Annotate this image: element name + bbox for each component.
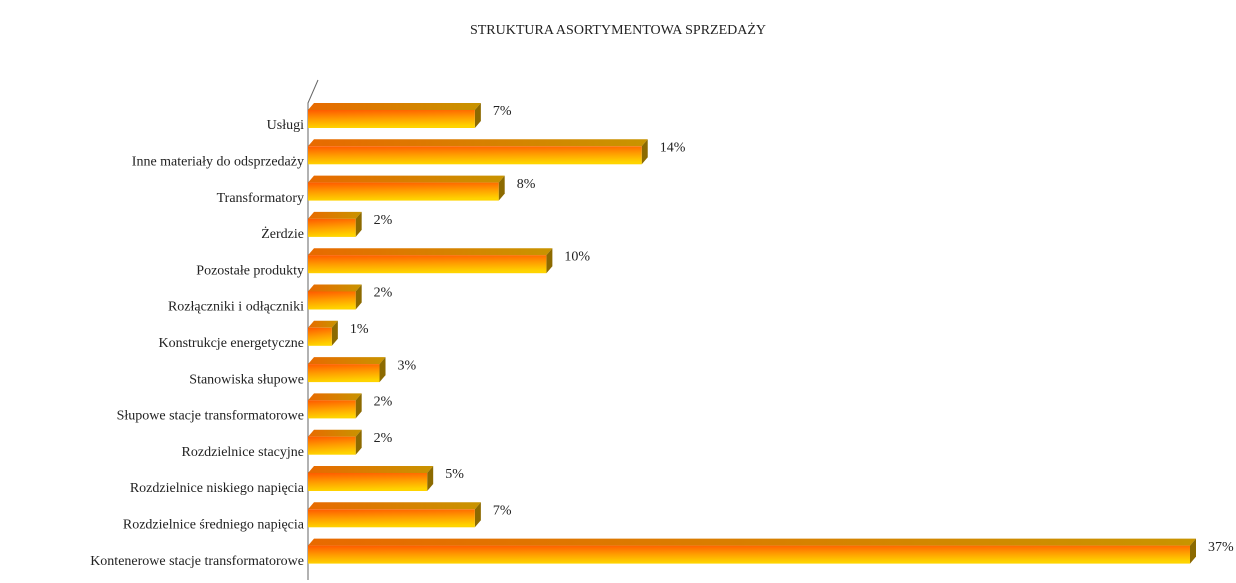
bar-top bbox=[308, 538, 1196, 546]
y-tick-label: Konstrukcje energetyczne bbox=[158, 336, 304, 351]
value-label: 14% bbox=[660, 141, 686, 156]
value-label: 1% bbox=[350, 322, 369, 337]
bar bbox=[308, 473, 428, 491]
bar-top bbox=[308, 211, 362, 219]
bar-top bbox=[308, 103, 481, 110]
y-tick-label: Kontenerowe stacje transformatorowe bbox=[90, 554, 304, 569]
chart-title: STRUKTURA ASORTYMENTOWA SPRZEDAŻY bbox=[470, 22, 766, 38]
bar bbox=[308, 182, 499, 201]
bar-top bbox=[308, 466, 434, 473]
bar-top bbox=[308, 175, 505, 183]
value-label: 2% bbox=[374, 395, 393, 410]
bar-top bbox=[308, 429, 362, 437]
bar-top bbox=[308, 357, 386, 365]
y-tick-label: Słupowe stacje transformatorowe bbox=[117, 409, 304, 424]
bar-side bbox=[641, 139, 648, 165]
bar-side bbox=[355, 393, 362, 419]
y-tick-label: Usługi bbox=[267, 118, 304, 133]
value-label: 3% bbox=[398, 358, 417, 373]
bar bbox=[308, 436, 356, 455]
y-tick-label: Rozłączniki i odłączniki bbox=[168, 300, 304, 315]
bar bbox=[308, 291, 356, 310]
bar-side bbox=[355, 211, 362, 237]
bar bbox=[308, 400, 356, 419]
value-label: 2% bbox=[374, 286, 393, 301]
bar bbox=[308, 327, 332, 346]
bar bbox=[308, 255, 547, 274]
y-tick-label: Rozdzielnice stacyjne bbox=[182, 445, 304, 460]
bar-top bbox=[308, 320, 338, 328]
bar bbox=[308, 218, 356, 237]
bar bbox=[308, 364, 380, 383]
value-label: 8% bbox=[517, 177, 536, 192]
bar-side bbox=[427, 466, 434, 491]
value-label: 2% bbox=[374, 213, 393, 228]
bar bbox=[308, 146, 642, 165]
y-tick-label: Pozostałe produkty bbox=[196, 263, 304, 278]
bar-side bbox=[331, 320, 338, 346]
bar-side bbox=[474, 502, 481, 528]
value-label: 5% bbox=[445, 467, 464, 482]
bar-side bbox=[355, 284, 362, 310]
value-label: 7% bbox=[493, 504, 512, 519]
bar-side bbox=[474, 103, 481, 128]
bar-top bbox=[308, 393, 362, 401]
bar-top bbox=[308, 284, 362, 292]
y-tick-label: Inne materiały do odsprzedaży bbox=[132, 155, 304, 170]
bar-side bbox=[355, 429, 362, 455]
value-label: 10% bbox=[564, 249, 590, 264]
bar-side bbox=[498, 175, 505, 201]
bar-top bbox=[308, 139, 648, 147]
value-label: 37% bbox=[1208, 540, 1234, 555]
value-label: 7% bbox=[493, 104, 512, 119]
y-tick-label: Stanowiska słupowe bbox=[189, 372, 304, 387]
bar-top bbox=[308, 248, 553, 256]
y-tick-label: Rozdzielnice średniego napięcia bbox=[123, 518, 305, 533]
y-tick-label: Rozdzielnice niskiego napięcia bbox=[130, 481, 305, 496]
bar bbox=[308, 545, 1190, 564]
axis-line bbox=[307, 79, 319, 580]
value-label: 2% bbox=[374, 431, 393, 446]
bar bbox=[308, 110, 475, 128]
bar-side bbox=[546, 248, 553, 274]
y-tick-label: Transformatory bbox=[217, 191, 304, 206]
bar bbox=[308, 509, 475, 528]
bar-top bbox=[308, 502, 481, 510]
bar-side bbox=[379, 357, 386, 383]
y-tick-label: Żerdzie bbox=[261, 226, 304, 242]
bar-side bbox=[1190, 538, 1196, 564]
